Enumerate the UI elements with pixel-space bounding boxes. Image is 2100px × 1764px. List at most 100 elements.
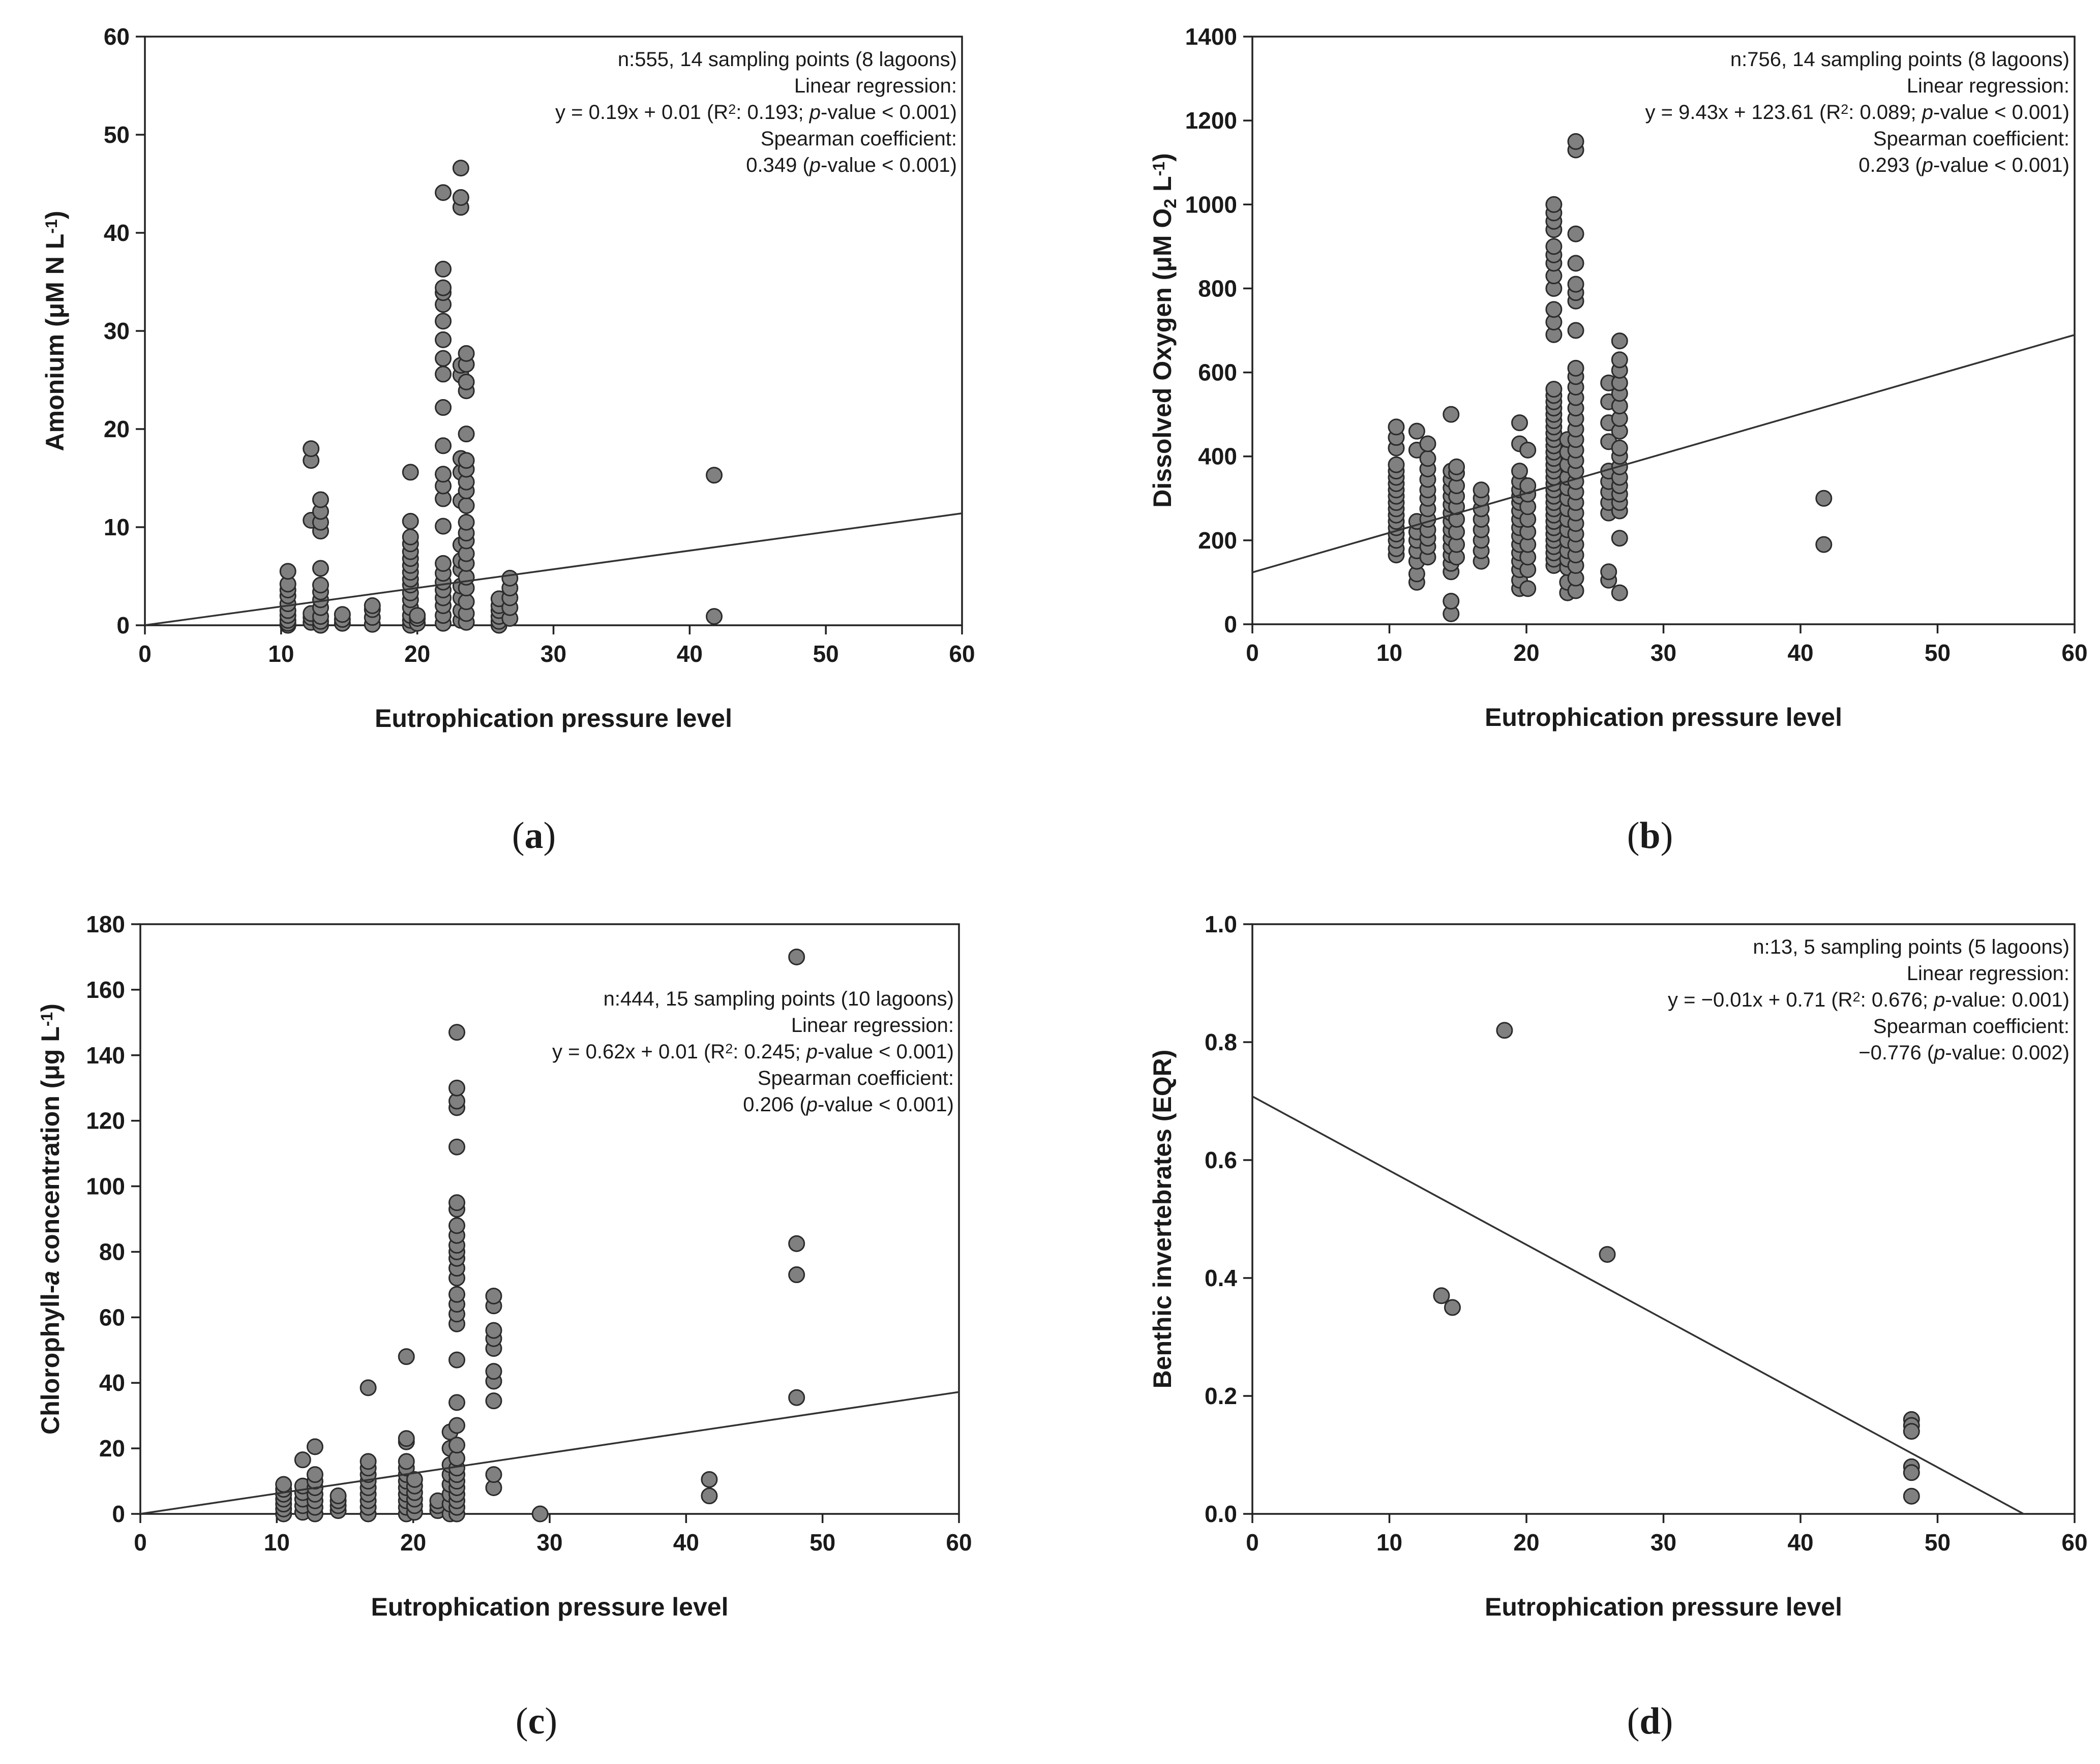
data-point <box>398 1348 415 1365</box>
y-axis-label: Dissolved Oxygen (μM O2 L-1) <box>1148 153 1180 508</box>
panel-label: (a) <box>512 815 556 857</box>
x-tick-label: 0 <box>1246 1529 1259 1556</box>
x-axis-label: Eutrophication pressure level <box>1485 1593 1842 1621</box>
data-point <box>1496 1022 1513 1039</box>
data-point <box>1600 563 1617 581</box>
annotation-part: Spearman coefficient: <box>758 1067 954 1089</box>
data-point <box>458 425 475 443</box>
data-point <box>485 1287 502 1304</box>
annotation-part: -value < 0.001) <box>1933 101 2069 124</box>
annotation-part: Linear regression: <box>1907 962 2069 985</box>
annotation-line: 0.206 (p-value < 0.001) <box>743 1093 954 1116</box>
data-point <box>788 948 805 965</box>
data-point <box>1567 255 1584 272</box>
annotation-part: y = 9.43x + 123.61 (R <box>1645 101 1841 124</box>
y-tick-label: 60 <box>104 23 130 50</box>
annotation-part: y = 0.19x + 0.01 (R <box>555 101 728 124</box>
annotation-part: p <box>806 1093 818 1116</box>
regression-line <box>1252 1096 2026 1514</box>
y-axis-label-part: ) <box>41 211 69 220</box>
data-point <box>312 576 329 594</box>
data-point <box>435 399 452 416</box>
data-point <box>435 350 452 367</box>
data-point <box>359 1379 377 1396</box>
data-point <box>406 1471 423 1488</box>
data-point <box>458 513 475 531</box>
x-tick-label: 60 <box>949 641 975 667</box>
x-tick-label: 0 <box>1246 640 1259 666</box>
data-point <box>701 1487 718 1505</box>
data-point <box>306 1438 323 1455</box>
data-point <box>1567 322 1584 339</box>
data-point <box>1903 1487 1920 1505</box>
panel-label-open: ( <box>512 815 525 857</box>
annotation-part: : 0.245; <box>733 1041 806 1063</box>
data-point <box>1567 359 1584 377</box>
annotation-sup: 2 <box>1841 102 1848 117</box>
data-point <box>1815 490 1833 507</box>
data-point <box>312 491 329 508</box>
y-tick-label: 200 <box>1198 527 1237 554</box>
annotation-part: n:13, 5 sampling points (5 lagoons) <box>1753 936 2069 958</box>
x-tick-label: 10 <box>1376 1529 1402 1556</box>
data-point <box>398 1453 415 1470</box>
panel-label: (b) <box>1627 815 1673 857</box>
x-tick-label: 40 <box>1787 1529 1813 1556</box>
data-point <box>1545 196 1563 213</box>
annotation-part: y = 0.62x + 0.01 (R <box>552 1041 725 1063</box>
annotation-sup: 2 <box>725 1041 733 1056</box>
x-tick-label: 40 <box>677 641 703 667</box>
data-point <box>1611 530 1628 547</box>
panel-label-close: ) <box>544 815 556 857</box>
data-point <box>448 1194 466 1211</box>
annotation-line: y = 0.62x + 0.01 (R2: 0.245; p-value < 0… <box>552 1041 954 1063</box>
annotation-part: −0.776 ( <box>1858 1042 1934 1064</box>
annotation-part: -value: 0.002) <box>1945 1042 2069 1064</box>
data-point <box>329 1487 347 1505</box>
data-point <box>706 467 723 484</box>
annotation-part: : 0.193; <box>736 101 809 124</box>
data-point <box>435 518 452 535</box>
x-tick-label: 40 <box>673 1529 699 1556</box>
annotation-part: : 0.089; <box>1848 101 1922 124</box>
data-point <box>458 373 475 390</box>
y-axis-label-part: L <box>1148 176 1177 198</box>
data-point <box>1388 418 1405 436</box>
annotation-line: Linear regression: <box>1907 962 2069 985</box>
y-axis-label-italic: a <box>36 1271 65 1285</box>
annotation-part: Spearman coefficient: <box>1873 128 2069 150</box>
y-tick-label: 0.2 <box>1205 1383 1237 1409</box>
data-point <box>1519 580 1537 597</box>
data-point <box>409 607 426 624</box>
annotation-sup: 2 <box>1853 989 1861 1005</box>
annotation-part: p <box>1933 1042 1945 1064</box>
data-point <box>435 260 452 278</box>
data-point <box>1611 332 1628 350</box>
data-point <box>448 1437 466 1454</box>
data-point <box>1611 439 1628 457</box>
data-point <box>294 1451 311 1469</box>
panel-label-letter: a <box>525 815 544 857</box>
y-axis-label-sup: -1 <box>42 219 61 233</box>
y-tick-label: 180 <box>86 911 125 937</box>
data-point <box>435 437 452 454</box>
data-point <box>701 1471 718 1488</box>
panel-b: 0 10 20 30 40 50 600200400600800100012001400Eu… <box>1148 23 2088 857</box>
plot-frame <box>139 923 960 1515</box>
data-point <box>485 1466 502 1483</box>
data-point <box>1611 351 1628 369</box>
y-tick-label: 0.0 <box>1205 1501 1237 1527</box>
data-point <box>448 1417 466 1434</box>
data-point <box>435 313 452 330</box>
annotation-part: p <box>1922 154 1933 176</box>
data-point <box>1545 238 1563 255</box>
annotation-line: Spearman coefficient: <box>761 128 957 150</box>
data-point <box>435 279 452 296</box>
annotation-part: -value < 0.001) <box>1933 154 2069 176</box>
annotation-part: n:555, 14 sampling points (8 lagoons) <box>618 48 957 71</box>
data-point <box>1815 536 1833 553</box>
x-tick-label: 60 <box>2061 640 2087 666</box>
annotation-part: Spearman coefficient: <box>761 128 957 150</box>
y-tick-label: 400 <box>1198 443 1237 470</box>
annotation-line: 0.293 (p-value < 0.001) <box>1858 154 2069 176</box>
